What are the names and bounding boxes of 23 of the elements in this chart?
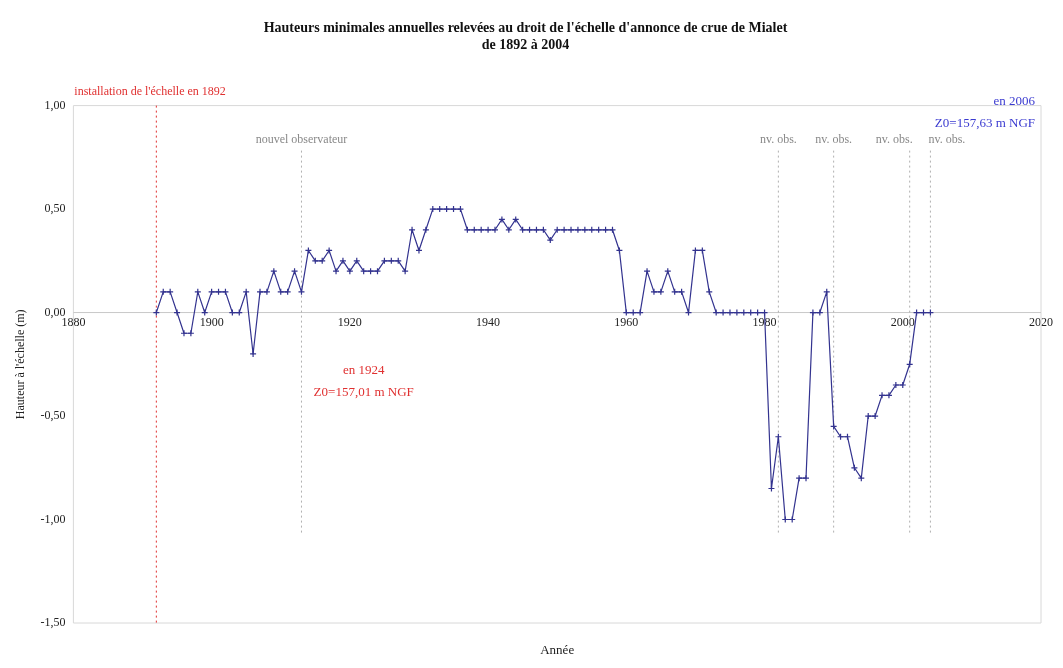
ref-line-label: nouvel observateur (255, 131, 348, 146)
ref-line-label: nv. obs. (815, 131, 853, 146)
y-axis-title: Hauteur à l'échelle (m) (13, 309, 28, 420)
ref-line-label: installation de l'échelle en 1892 (74, 83, 226, 98)
x-axis-title: Année (540, 642, 575, 658)
ref-line-label: nv. obs. (875, 131, 913, 146)
x-tick-label: 2000 (890, 314, 915, 329)
y-tick-label: 0,00 (44, 304, 66, 319)
annotation: en 2006 Z0=157,63 m NGF (934, 93, 1036, 131)
y-tick-label: -1,50 (40, 615, 66, 630)
x-tick-label: 1940 (476, 314, 501, 329)
y-tick-label: -1,00 (40, 511, 66, 526)
y-tick-label: -0,50 (40, 408, 66, 423)
ref-line-label: nv. obs. (928, 131, 966, 146)
annotation: en 1924 Z0=157,01 m NGF (313, 361, 414, 399)
y-tick-label: 1,00 (44, 97, 66, 112)
x-tick-label: 1920 (337, 314, 362, 329)
x-tick-label: 2020 (1029, 314, 1053, 329)
y-tick-label: 0,50 (44, 201, 66, 216)
x-tick-label: 1960 (614, 314, 639, 329)
chart-title: Hauteurs minimales annuelles relevées au droit de l'échelle d'annonce de crue de Mialet de 1892 à 2004 (263, 20, 788, 52)
x-tick-label: 1900 (199, 314, 224, 329)
ref-line-label: nv. obs. (759, 131, 797, 146)
